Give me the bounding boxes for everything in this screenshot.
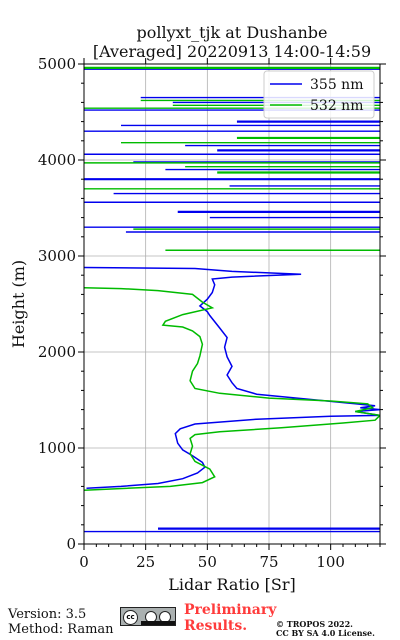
badge-strip (141, 621, 175, 625)
y-tick-label: 4000 (38, 151, 76, 169)
x-tick-label: 50 (198, 553, 217, 571)
plot-frame (83, 63, 381, 545)
legend-label-532: 532 nm (310, 98, 363, 114)
series-532-line (84, 286, 380, 491)
y-tick-label: 3000 (38, 247, 76, 265)
y-tick-label: 0 (66, 535, 76, 553)
copyright-line2: CC BY SA 4.0 License. (276, 628, 375, 638)
legend-label-355: 355 nm (310, 77, 363, 93)
x-tick-label: 25 (136, 553, 155, 571)
copyright-notice: © TROPOS 2022. CC BY SA 4.0 License. (276, 620, 375, 638)
method-text: Method: Raman (8, 622, 114, 637)
cc-icon: cc (123, 610, 138, 625)
axes-frame (83, 63, 381, 545)
x-tick-label: 0 (79, 553, 89, 571)
legend-box (263, 70, 375, 119)
chart-title-line2: [Averaged] 20220913 14:00-14:59 (93, 42, 371, 61)
chart-title-line1: pollyxt_tjk at Dushanbe (136, 23, 327, 42)
version-text: Version: 3.5 (8, 607, 87, 622)
x-axis-label: Lidar Ratio [Sr] (168, 575, 296, 594)
y-tick-label: 1000 (38, 439, 76, 457)
preliminary-line1: Preliminary (184, 602, 277, 618)
series-group (84, 66, 380, 533)
legend: 355 nm 532 nm (263, 70, 375, 119)
preliminary-notice: Preliminary Results. (184, 602, 276, 634)
series-355-line (84, 266, 380, 490)
y-tick-label: 5000 (38, 55, 76, 73)
cc-license-badge: cc (120, 607, 176, 626)
preliminary-line2: Results. (184, 618, 248, 634)
y-tick-label: 2000 (38, 343, 76, 361)
plot-area (84, 66, 380, 533)
x-tick-label: 100 (316, 553, 345, 571)
y-axis-label: Height (m) (9, 260, 28, 348)
grid-lines (83, 63, 380, 545)
x-tick-label: 75 (259, 553, 278, 571)
copyright-line1: © TROPOS 2022. (276, 619, 353, 629)
